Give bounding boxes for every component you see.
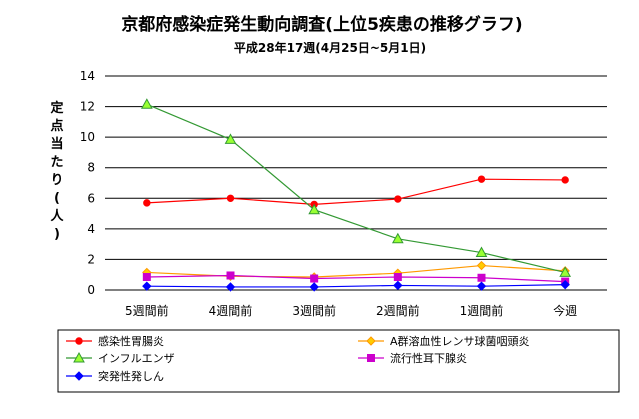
legend-item: 流行性耳下腺炎 (358, 351, 467, 365)
data-point (74, 371, 84, 381)
y-axis-title-char: ) (54, 227, 60, 242)
y-tick-label: 10 (80, 130, 95, 144)
axis-layer: 0 2 4 6 8 10 12 14 5週間前 4週間前 3週間前 2週間前 1週間前 今週 (80, 69, 577, 318)
legend-label: 流行性耳下腺炎 (390, 351, 467, 365)
legend-label: 感染性胃腸炎 (98, 334, 164, 348)
series-5 (142, 279, 570, 292)
y-tick-label: 14 (80, 69, 95, 83)
series-line (146, 103, 566, 274)
legend-item: 感染性胃腸炎 (66, 334, 164, 348)
y-axis-title-char: 当 (50, 136, 63, 152)
data-point (367, 354, 375, 362)
x-tick-label: 今週 (553, 303, 577, 318)
series-4 (142, 271, 570, 286)
chart-subtitle: 平成28年17週(4月25日~5月1日) (234, 40, 426, 55)
x-tick-label: 4週間前 (209, 303, 253, 318)
legend-label: A群溶血性レンサ球菌咽頭炎 (390, 334, 530, 348)
x-tick-label: 1週間前 (460, 303, 504, 318)
x-tick-label: 5週間前 (125, 303, 169, 318)
grid-layer (105, 75, 607, 291)
data-point (560, 279, 570, 290)
data-point (391, 232, 404, 244)
data-point (475, 246, 488, 258)
y-axis-title-char: た (50, 155, 63, 170)
data-point (393, 280, 403, 291)
legend-item: インフルエンザ (66, 351, 175, 365)
data-point (225, 282, 236, 292)
data-point (559, 266, 572, 277)
y-axis-title-char: 人 (50, 208, 64, 224)
data-point (477, 273, 486, 282)
legend-item: 突発性発しん (66, 369, 164, 383)
series-layer (140, 98, 572, 292)
y-axis-title-char: り (50, 173, 63, 188)
chart-title: 京都府感染症発生動向調査(上位5疾患の推移グラフ) (121, 14, 522, 35)
data-point (310, 274, 319, 283)
series-1 (143, 175, 569, 209)
x-tick-label: 2週間前 (376, 303, 420, 318)
y-tick-label: 8 (87, 161, 95, 175)
legend-label: インフルエンザ (98, 352, 175, 365)
data-point (224, 133, 237, 144)
data-point (142, 273, 151, 282)
x-tick-label: 3週間前 (292, 303, 336, 318)
data-point (476, 260, 487, 271)
y-axis-title-char: ( (54, 191, 60, 206)
data-point (140, 98, 153, 109)
data-point (308, 203, 321, 215)
data-point (393, 273, 402, 282)
legend-label: 突発性発しん (98, 369, 164, 383)
series-line (146, 284, 566, 288)
series-3 (140, 98, 572, 277)
data-point (75, 337, 83, 345)
legend-box (57, 329, 620, 393)
data-point (73, 351, 85, 363)
data-point (476, 281, 487, 291)
series-line (146, 274, 566, 283)
data-point (142, 281, 152, 291)
series-line (146, 178, 566, 206)
y-tick-label: 0 (87, 283, 95, 297)
y-tick-label: 2 (87, 252, 95, 266)
data-point (366, 336, 376, 346)
data-point (143, 199, 151, 207)
data-point (394, 195, 402, 203)
y-tick-label: 6 (87, 191, 95, 205)
y-axis-title-char: 点 (50, 118, 63, 134)
y-tick-label: 4 (87, 222, 95, 236)
legend-item: A群溶血性レンサ球菌咽頭炎 (358, 334, 530, 348)
data-point (309, 282, 319, 292)
data-point (561, 176, 569, 184)
data-point (477, 175, 486, 183)
data-point (226, 271, 235, 280)
y-tick-label: 12 (80, 100, 95, 114)
data-point (226, 194, 235, 202)
y-axis-title-char: 定 (49, 100, 63, 116)
